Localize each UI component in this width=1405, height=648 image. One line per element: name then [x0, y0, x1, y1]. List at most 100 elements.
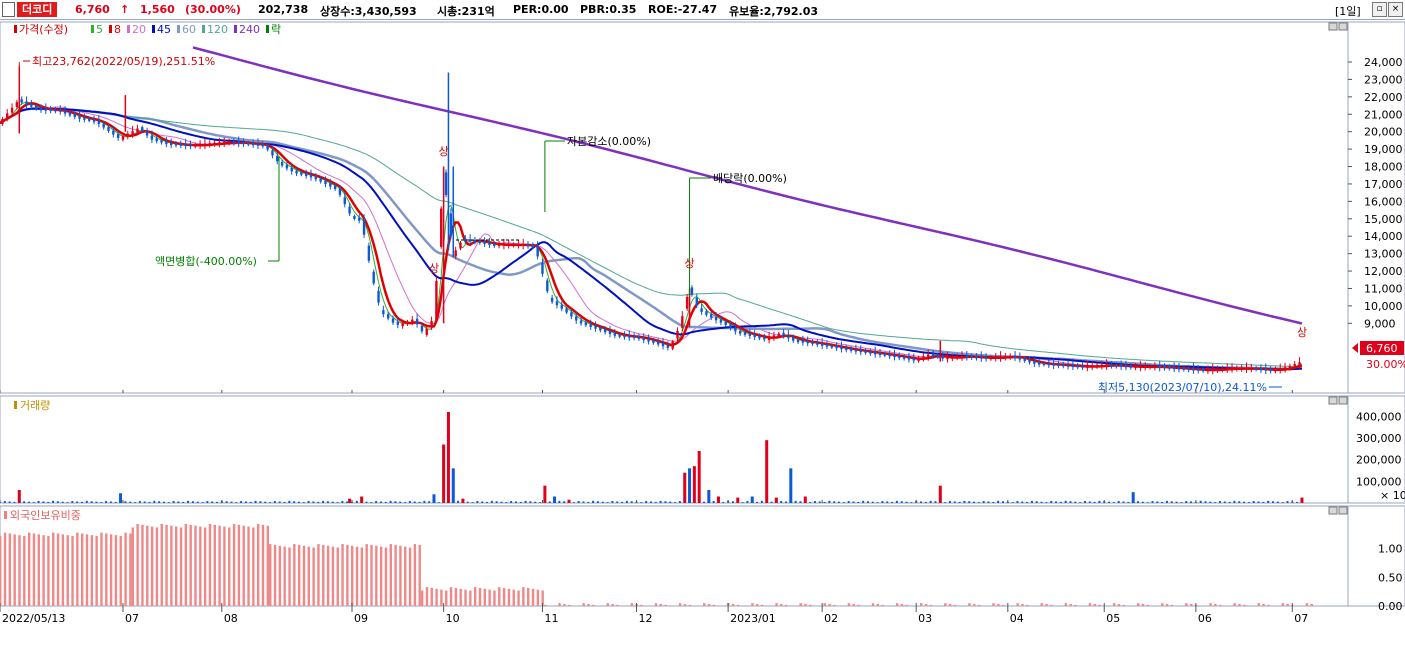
foreign-bar — [1170, 604, 1174, 606]
maximize-icon[interactable]: ▫ — [1372, 2, 1387, 17]
candle — [743, 332, 747, 335]
candle — [493, 243, 496, 246]
candle — [92, 119, 96, 122]
foreign-bar — [379, 546, 383, 606]
period-selector[interactable]: [1일] — [1335, 5, 1361, 18]
x-tick-label: 04 — [1010, 612, 1024, 625]
volume-spike-bar — [789, 468, 793, 503]
volume-bar — [992, 501, 995, 503]
foreign-bar — [1136, 603, 1140, 606]
volume-bar — [1272, 501, 1275, 503]
candle — [1115, 364, 1118, 367]
volume-bar — [1001, 501, 1004, 503]
candle — [1279, 368, 1282, 371]
foreign-bar — [478, 587, 482, 606]
foreign-bar — [1141, 603, 1145, 606]
x-tick-label: 07 — [1294, 612, 1308, 625]
candle — [184, 143, 187, 147]
foreign-legend-swatch — [4, 511, 7, 519]
foreign-bar — [512, 589, 515, 606]
volume-bar — [317, 501, 320, 503]
candle — [960, 355, 964, 358]
candle — [888, 353, 891, 357]
candle — [1148, 365, 1152, 368]
foreign-bar — [237, 524, 241, 606]
foreign-bar — [558, 603, 561, 606]
foreign-bar — [498, 587, 501, 606]
candle — [15, 102, 19, 108]
foreign-panel — [0, 505, 1349, 607]
candle — [406, 321, 409, 325]
foreign-bar — [80, 533, 84, 606]
candle — [1245, 367, 1248, 370]
candle — [951, 356, 954, 359]
candle — [599, 327, 602, 331]
foreign-bar — [1238, 603, 1241, 606]
candle — [584, 322, 588, 326]
foreign-bar — [32, 533, 36, 606]
candle — [304, 173, 308, 177]
volume-bar — [1175, 501, 1178, 503]
volume-bar — [259, 501, 262, 503]
low-annotation: 최저5,130(2023/07/10),24.11% — [1098, 381, 1267, 394]
volume-bar — [138, 501, 141, 503]
candle — [218, 142, 221, 145]
foreign-panel-axis — [1347, 505, 1405, 607]
foreign-bar — [1064, 603, 1068, 606]
x-tick-label: 2023/01 — [730, 612, 776, 625]
foreign-bar — [707, 603, 711, 606]
volume-bar — [312, 501, 315, 503]
volume-spike-bar — [938, 485, 942, 503]
candle — [6, 113, 9, 119]
volume-bar — [1122, 501, 1125, 503]
foreign-bar — [1093, 603, 1096, 606]
candle — [256, 143, 260, 146]
volume-bar — [114, 501, 117, 503]
volume-bar — [592, 500, 595, 503]
volume-bar — [548, 501, 551, 503]
price-change: 1,560 — [140, 3, 175, 16]
candle — [526, 243, 530, 247]
close-icon[interactable]: × — [1388, 2, 1403, 17]
volume-bar — [1151, 501, 1154, 503]
volume-spike-bar — [446, 412, 450, 503]
volume-bar — [399, 501, 402, 503]
volume-bar — [780, 501, 783, 503]
foreign-bar — [37, 534, 40, 606]
foreign-bar — [833, 604, 836, 606]
candle — [883, 353, 887, 356]
menu-icon[interactable] — [2, 2, 15, 17]
candle — [1216, 368, 1219, 371]
volume-bar — [905, 501, 908, 503]
foreign-bar — [440, 589, 443, 606]
foreign-bar — [404, 546, 407, 606]
ma60-line — [0, 107, 1302, 370]
candle — [1259, 368, 1263, 371]
legend-swatch — [109, 25, 112, 33]
pbr-value: PBR:0.35 — [580, 3, 637, 16]
stock-name[interactable]: 더코디 — [17, 2, 58, 17]
volume-spike-bar — [451, 468, 455, 503]
foreign-bar — [119, 536, 122, 606]
volume-bar — [649, 501, 652, 503]
volume-bar — [172, 501, 175, 503]
volume-bar — [577, 501, 580, 503]
candle — [685, 297, 689, 309]
candle — [440, 208, 443, 247]
candle — [141, 127, 144, 132]
price-tick-label: 17,000 — [1364, 178, 1403, 191]
foreign-bar — [968, 603, 971, 606]
volume-bar — [269, 502, 272, 503]
volume-spike-bar — [716, 496, 720, 503]
volume-bar — [1165, 500, 1168, 503]
volume-bar — [80, 501, 83, 503]
candle — [25, 101, 28, 105]
volume-spike-bar — [119, 493, 123, 503]
volume-spike-bar — [803, 496, 807, 503]
foreign-bar — [1021, 603, 1024, 606]
foreign-bar — [273, 544, 277, 606]
foreign-bar — [375, 545, 378, 606]
volume-bar — [355, 500, 358, 503]
candle — [285, 164, 289, 169]
volume-bar — [833, 501, 836, 503]
